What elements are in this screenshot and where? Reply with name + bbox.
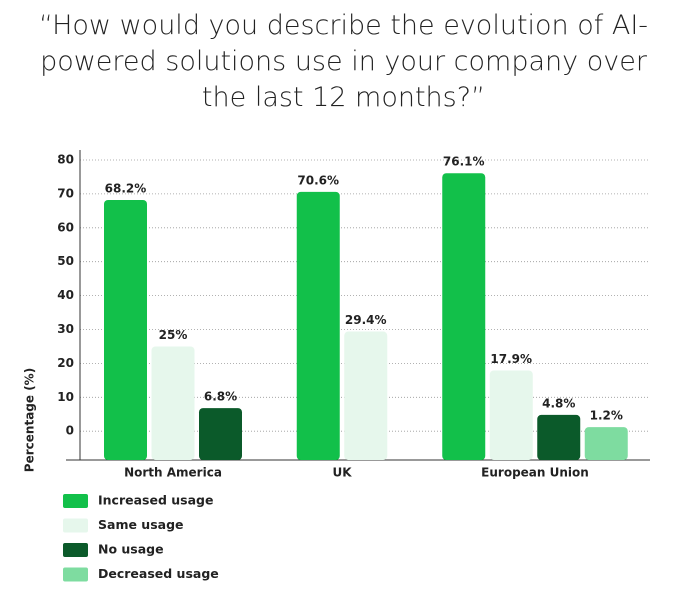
legend-swatch — [63, 518, 88, 533]
value-label: 4.8% — [542, 396, 575, 410]
legend-label: No usage — [98, 542, 164, 557]
bar — [442, 173, 486, 460]
x-tick-label: European Union — [481, 466, 589, 480]
y-axis-label: Percentage (%) — [23, 368, 37, 472]
x-tick-label: North America — [124, 466, 222, 480]
value-label: 25% — [159, 328, 188, 342]
value-label: 1.2% — [590, 409, 623, 423]
bar — [104, 200, 147, 460]
y-tick-label: 70 — [57, 186, 74, 200]
y-tick-label: 80 — [57, 153, 74, 167]
value-label: 6.8% — [204, 390, 237, 404]
legend-label: Increased usage — [98, 493, 213, 508]
legend-swatch — [63, 543, 88, 557]
chart-title: “How would you describe the evolution of… — [38, 10, 649, 113]
bar — [537, 414, 581, 460]
bar — [199, 408, 242, 460]
legend-label: Decreased usage — [98, 566, 219, 581]
y-tick-label: 30 — [57, 322, 74, 336]
bar — [489, 370, 533, 460]
legend-swatch — [63, 567, 88, 582]
y-tick-label: 50 — [57, 254, 74, 268]
legend-label: Same usage — [98, 517, 184, 532]
y-tick-label: 10 — [57, 390, 74, 404]
bar — [584, 427, 628, 460]
bar — [151, 346, 195, 460]
x-tick-label: UK — [332, 466, 352, 480]
value-label: 17.9% — [490, 352, 532, 366]
y-tick-label: 20 — [57, 356, 74, 370]
legend-swatch — [63, 494, 88, 508]
value-label: 70.6% — [297, 173, 339, 187]
y-tick-label: 40 — [57, 288, 74, 302]
value-label: 76.1% — [443, 155, 485, 169]
y-tick-label: 60 — [57, 220, 74, 234]
value-label: 68.2% — [105, 182, 147, 196]
y-tick-label: 0 — [66, 424, 74, 438]
bar — [344, 331, 388, 460]
bar — [296, 191, 340, 460]
value-label: 29.4% — [345, 313, 387, 327]
